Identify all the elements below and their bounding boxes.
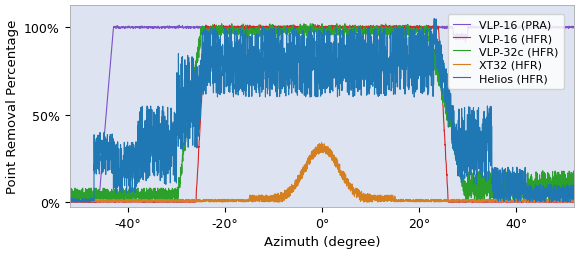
VLP-32c (HFR)	[260, 28, 267, 31]
VLP-16 (PRA)	[66, 201, 73, 204]
VLP-16 (PRA)	[282, 27, 289, 30]
VLP-16 (PRA)	[260, 27, 267, 30]
VLP-32c (HFR)	[507, 192, 514, 195]
Helios (HFR)	[507, 188, 514, 192]
VLP-16 (PRA)	[154, 27, 161, 30]
VLP-32c (HFR)	[571, 183, 578, 186]
VLP-32c (HFR)	[282, 29, 289, 32]
XT32 (HFR)	[66, 199, 73, 202]
XT32 (HFR)	[571, 200, 578, 203]
VLP-32c (HFR)	[173, 201, 180, 204]
VLP-16 (PRA)	[571, 28, 578, 31]
Helios (HFR)	[66, 199, 73, 202]
VLP-32c (HFR)	[154, 197, 161, 200]
Line: XT32 (HFR): XT32 (HFR)	[70, 143, 574, 202]
VLP-32c (HFR)	[124, 196, 130, 199]
VLP-16 (HFR)	[260, 27, 267, 30]
XT32 (HFR)	[318, 142, 325, 145]
Legend: VLP-16 (PRA), VLP-16 (HFR), VLP-32c (HFR), XT32 (HFR), Helios (HFR): VLP-16 (PRA), VLP-16 (HFR), VLP-32c (HFR…	[448, 15, 564, 89]
XT32 (HFR)	[154, 198, 161, 201]
VLP-32c (HFR)	[561, 197, 568, 200]
VLP-16 (PRA)	[124, 26, 130, 29]
Helios (HFR)	[154, 124, 161, 127]
XT32 (HFR)	[507, 200, 514, 203]
Line: Helios (HFR): Helios (HFR)	[70, 20, 574, 202]
Helios (HFR)	[561, 197, 568, 200]
Line: VLP-16 (HFR): VLP-16 (HFR)	[70, 25, 574, 202]
Helios (HFR)	[538, 201, 545, 204]
VLP-16 (PRA)	[176, 25, 183, 28]
VLP-16 (HFR)	[310, 24, 317, 27]
VLP-32c (HFR)	[218, 23, 225, 26]
Helios (HFR)	[282, 52, 289, 55]
VLP-32c (HFR)	[66, 190, 73, 194]
Line: VLP-16 (PRA): VLP-16 (PRA)	[70, 26, 574, 202]
XT32 (HFR)	[270, 201, 277, 204]
VLP-16 (HFR)	[282, 27, 289, 30]
XT32 (HFR)	[260, 201, 267, 204]
Helios (HFR)	[260, 78, 267, 81]
VLP-16 (PRA)	[561, 27, 568, 30]
VLP-16 (HFR)	[561, 201, 568, 204]
VLP-16 (HFR)	[154, 201, 161, 204]
Helios (HFR)	[124, 171, 130, 174]
XT32 (HFR)	[561, 199, 568, 202]
XT32 (HFR)	[282, 190, 289, 194]
X-axis label: Azimuth (degree): Azimuth (degree)	[264, 235, 380, 248]
VLP-16 (PRA)	[507, 27, 514, 30]
Y-axis label: Point Removal Percentage: Point Removal Percentage	[6, 20, 19, 193]
VLP-16 (HFR)	[507, 200, 514, 203]
VLP-16 (HFR)	[124, 201, 130, 204]
Helios (HFR)	[431, 18, 438, 21]
VLP-16 (HFR)	[571, 201, 578, 204]
XT32 (HFR)	[124, 198, 130, 201]
VLP-16 (HFR)	[66, 201, 73, 204]
Line: VLP-32c (HFR): VLP-32c (HFR)	[70, 25, 574, 202]
Helios (HFR)	[571, 194, 578, 197]
